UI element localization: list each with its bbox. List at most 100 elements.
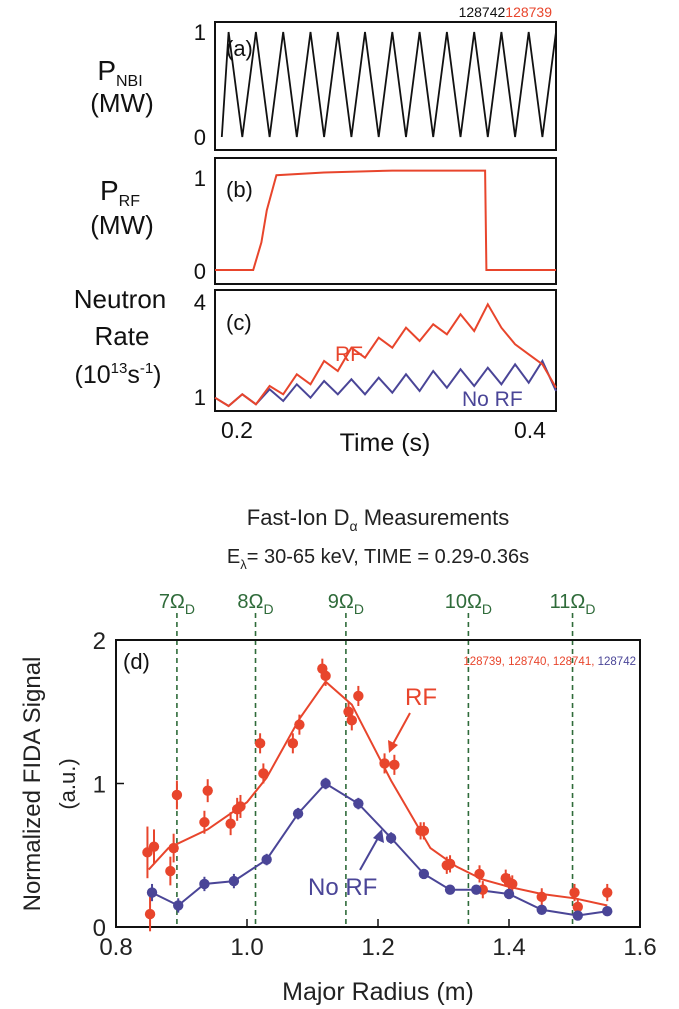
panel-d-norf-label: No RF bbox=[308, 874, 377, 901]
panel-d-label: (d) bbox=[123, 649, 150, 674]
norf-point bbox=[261, 854, 272, 865]
rf-point bbox=[202, 785, 213, 796]
rf-point bbox=[144, 908, 156, 920]
x-tick-label: 0.8 bbox=[99, 934, 132, 961]
harmonic-label: 11ΩD bbox=[550, 591, 596, 617]
prf-trace bbox=[215, 169, 556, 271]
panel-c-xtick-0.4: 0.4 bbox=[514, 417, 546, 443]
panel-d-subtitle: Eλ= 30-65 keV, TIME = 0.29-0.36s bbox=[227, 546, 529, 572]
panel-c-ytick-4: 4 bbox=[194, 290, 206, 315]
rf-points bbox=[142, 658, 613, 932]
rf-point bbox=[165, 865, 176, 877]
harmonic-label: 9ΩD bbox=[328, 591, 364, 617]
norf-arrow bbox=[359, 837, 379, 871]
rf-point bbox=[294, 719, 305, 730]
panel-c-ylabel-3: (1013s-1) bbox=[75, 360, 162, 389]
panel-c-ylabel-1: Neutron bbox=[74, 284, 167, 314]
norf-point bbox=[292, 808, 304, 819]
rf-point bbox=[346, 715, 357, 726]
panel-a-ylabel: PNBI bbox=[97, 55, 142, 90]
norf-point bbox=[418, 868, 430, 880]
panel-c-frame bbox=[214, 289, 557, 412]
norf-arrowhead bbox=[373, 829, 384, 843]
panel-c-ytick-1: 1 bbox=[194, 385, 206, 410]
rf-point bbox=[379, 758, 390, 769]
y-tick-label: 0 bbox=[93, 915, 106, 942]
rf-arrow bbox=[392, 712, 411, 745]
rf-point bbox=[258, 768, 269, 779]
panel-c-rf-label: RF bbox=[335, 343, 363, 366]
panel-d-yunit: (a.u.) bbox=[55, 758, 80, 809]
panel-d: Fast-Ion Dα Measurements Eλ= 30-65 keV, … bbox=[19, 505, 657, 1006]
rf-point bbox=[353, 690, 364, 702]
panel-c-ylabel-2: Rate bbox=[95, 321, 150, 351]
panel-d-ylabel: Normalized FIDA Signal bbox=[19, 657, 46, 912]
rf-point bbox=[148, 841, 160, 852]
rf-point bbox=[569, 887, 580, 898]
norf-point bbox=[572, 910, 583, 921]
panel-b-ytick-1: 1 bbox=[194, 166, 206, 191]
panel-c: Neutron Rate (1013s-1) 4 1 (c) RF No RF … bbox=[74, 284, 557, 457]
rf-point bbox=[602, 887, 613, 898]
panel-a-frame bbox=[214, 21, 557, 151]
x-tick-label: 1.2 bbox=[361, 934, 394, 961]
panel-a-yunit: (MW) bbox=[90, 88, 154, 118]
rf-arrowhead bbox=[388, 740, 398, 753]
norf-point bbox=[353, 798, 364, 809]
rf-point bbox=[536, 891, 547, 903]
norf-points bbox=[146, 777, 613, 921]
x-tick-label: 1.4 bbox=[492, 934, 525, 961]
panel-c-xlabel: Time (s) bbox=[340, 429, 431, 457]
neutron-norf-trace bbox=[214, 358, 557, 408]
x-tick-label: 1.6 bbox=[623, 934, 656, 961]
shot-numbers: 128742128739 bbox=[459, 4, 553, 20]
rf-point bbox=[168, 842, 179, 854]
rf-point bbox=[507, 878, 518, 890]
norf-point bbox=[536, 904, 547, 915]
rf-point bbox=[171, 789, 183, 801]
rf-point bbox=[235, 801, 246, 812]
panel-d-xlabel: Major Radius (m) bbox=[282, 978, 474, 1006]
norf-line bbox=[151, 782, 608, 917]
panel-b-frame bbox=[214, 157, 557, 285]
norf-point bbox=[320, 778, 331, 789]
panel-a-ytick-1: 1 bbox=[194, 20, 206, 45]
panel-d-rf-label: RF bbox=[405, 684, 437, 711]
rf-fit-line bbox=[147, 680, 608, 907]
norf-point bbox=[471, 884, 482, 895]
rf-point bbox=[389, 759, 400, 771]
rf-point bbox=[572, 901, 583, 913]
rf-point bbox=[287, 738, 299, 749]
rf-point bbox=[320, 670, 331, 682]
norf-point bbox=[385, 832, 397, 844]
norf-point bbox=[503, 888, 515, 900]
panel-c-label: (c) bbox=[226, 310, 252, 335]
norf-point bbox=[173, 900, 184, 911]
rf-point bbox=[254, 738, 266, 749]
norf-point bbox=[444, 884, 456, 895]
rf-point bbox=[199, 817, 210, 828]
panel-b-ytick-0: 0 bbox=[194, 259, 206, 284]
harmonic-label: 10ΩD bbox=[445, 591, 492, 617]
rf-point bbox=[225, 818, 236, 829]
harmonic-label: 8ΩD bbox=[237, 591, 273, 617]
panel-d-frame bbox=[115, 639, 641, 928]
panel-d-title: Fast-Ion Dα Measurements bbox=[247, 505, 509, 534]
y-tick-label: 2 bbox=[93, 628, 106, 655]
nbi-trace bbox=[220, 31, 557, 138]
harmonic-label: 7ΩD bbox=[159, 591, 195, 617]
panel-b-label: (b) bbox=[226, 177, 253, 202]
rf-point bbox=[418, 825, 430, 837]
norf-point bbox=[146, 887, 158, 898]
panel-c-norf-label: No RF bbox=[462, 388, 523, 411]
panel-c-xtick-0.2: 0.2 bbox=[221, 417, 253, 443]
cyclotron-harmonics: 7ΩD 8ΩD 9ΩD 10ΩD 11ΩD bbox=[159, 591, 596, 927]
norf-point bbox=[228, 875, 240, 887]
panel-a-label: (a) bbox=[226, 36, 253, 61]
y-tick-label: 1 bbox=[93, 772, 106, 799]
neutron-rf-trace bbox=[214, 302, 557, 408]
panel-b-ylabel: PRF bbox=[100, 175, 140, 210]
x-tick-label: 1.0 bbox=[230, 934, 263, 961]
panel-b: PRF (MW) 1 0 (b) bbox=[90, 157, 557, 285]
